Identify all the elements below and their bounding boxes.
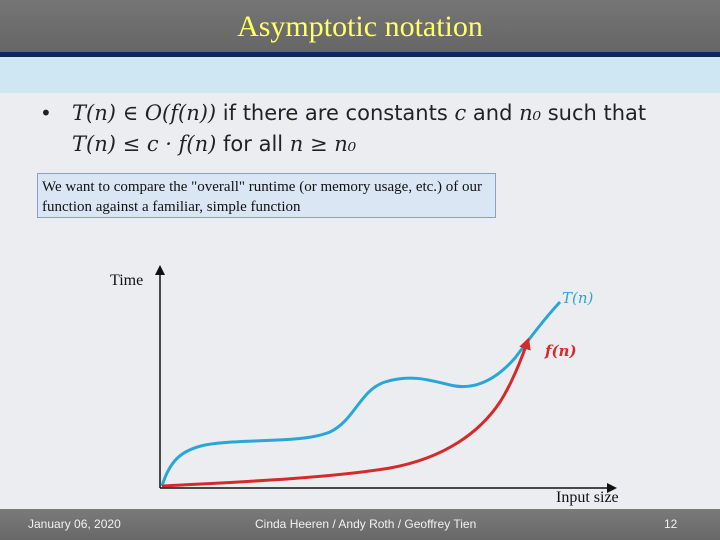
footer-date: January 06, 2020 bbox=[28, 517, 121, 531]
title-divider bbox=[0, 52, 720, 57]
definition-math: n₀ bbox=[519, 101, 542, 125]
curve-f-label: f(n) bbox=[544, 342, 577, 360]
header-band bbox=[0, 57, 720, 93]
title-bar bbox=[0, 0, 720, 52]
definition-text: such that bbox=[541, 101, 647, 125]
footer-bar: January 06, 2020 Cinda Heeren / Andy Rot… bbox=[0, 509, 720, 540]
definition-math: c bbox=[454, 101, 467, 125]
definition-line-1: T(n) ∈ O(f(n)) if there are constants c … bbox=[72, 98, 646, 129]
definition-text: for all bbox=[216, 132, 290, 156]
curve-T bbox=[160, 300, 562, 487]
bullet-dot: • bbox=[40, 101, 52, 125]
definition-line-2: T(n) ≤ c · f(n) for all n ≥ n₀ bbox=[72, 129, 356, 160]
footer-authors: Cinda Heeren / Andy Roth / Geoffrey Tien bbox=[255, 517, 477, 531]
definition-text: and bbox=[466, 101, 520, 125]
definition-text: if there are constants bbox=[216, 101, 455, 125]
y-axis-label: Time bbox=[110, 272, 144, 289]
curve-T-label: T(n) bbox=[562, 289, 594, 307]
definition-math: n ≥ n₀ bbox=[289, 132, 357, 156]
definition-math: T(n) ≤ c · f(n) bbox=[72, 132, 217, 156]
curve-f bbox=[161, 337, 531, 488]
definition-math: T(n) ∈ O(f(n)) bbox=[72, 101, 217, 125]
x-axis-label: Input size bbox=[556, 489, 619, 506]
callout-box: We want to compare the "overall" runtime… bbox=[37, 173, 496, 218]
slide-title: Asymptotic notation bbox=[237, 10, 483, 43]
page-number: 12 bbox=[664, 517, 678, 531]
